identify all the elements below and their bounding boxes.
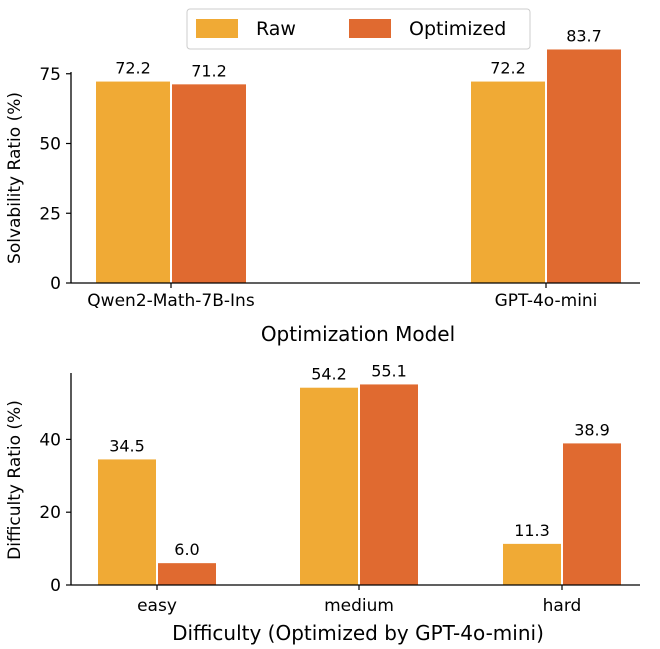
top-bar-optimized-1 bbox=[547, 49, 621, 283]
top-data-label-raw-1: 72.2 bbox=[490, 59, 526, 78]
bottom-bar-raw-1 bbox=[300, 387, 358, 585]
bottom-data-label-raw-1: 54.2 bbox=[311, 365, 347, 384]
bottom-y-axis-title: Difficulty Ratio (%) bbox=[5, 400, 25, 560]
bottom-x-tick-label: easy bbox=[137, 596, 177, 616]
legend-label-optimized: Optimized bbox=[409, 18, 506, 40]
legend-swatch-optimized bbox=[349, 19, 391, 38]
top-x-ticks: Qwen2-Math-7B-Ins GPT-4o-mini bbox=[87, 283, 597, 311]
legend: Raw Optimized bbox=[186, 8, 531, 50]
bottom-x-ticks: easy medium hard bbox=[137, 585, 581, 616]
bottom-bar-optimized-2 bbox=[563, 443, 621, 585]
bottom-x-tick-label: medium bbox=[324, 596, 394, 616]
top-bar-raw-1 bbox=[471, 81, 545, 283]
bottom-bar-optimized-0 bbox=[158, 563, 216, 585]
top-data-label-optimized-1: 83.7 bbox=[566, 26, 602, 45]
top-bar-optimized-0 bbox=[172, 84, 246, 284]
top-y-tick-label: 25 bbox=[39, 204, 61, 224]
bottom-bar-optimized-1 bbox=[360, 384, 418, 585]
bottom-data-label-optimized-2: 38.9 bbox=[574, 420, 610, 439]
top-x-tick-label: GPT-4o-mini bbox=[495, 291, 598, 311]
bottom-data-label-optimized-1: 55.1 bbox=[371, 361, 407, 380]
top-y-axis-title: Solvability Ratio (%) bbox=[5, 92, 25, 264]
top-bar-raw-0 bbox=[96, 81, 170, 283]
solvability-chart: 72.2 71.2 72.2 83.7 0 25 50 75 Qwen2-Math-7B-I… bbox=[5, 26, 640, 346]
top-data-label-raw-0: 72.2 bbox=[115, 59, 151, 78]
top-x-axis-title: Optimization Model bbox=[261, 322, 455, 346]
bottom-x-axis-title: Difficulty (Optimized by GPT-4o-mini) bbox=[172, 621, 544, 645]
top-x-tick-label: Qwen2-Math-7B-Ins bbox=[87, 291, 255, 311]
top-bars: 72.2 71.2 72.2 83.7 bbox=[96, 26, 621, 284]
bottom-x-tick-label: hard bbox=[543, 596, 582, 616]
bottom-bar-raw-0 bbox=[98, 459, 156, 585]
top-y-tick-label: 50 bbox=[39, 135, 61, 155]
legend-swatch-raw bbox=[196, 19, 238, 38]
legend-label-raw: Raw bbox=[256, 18, 296, 40]
bottom-bar-raw-2 bbox=[503, 543, 561, 585]
bottom-data-label-optimized-0: 6.0 bbox=[174, 540, 199, 559]
top-y-ticks: 0 25 50 75 bbox=[39, 65, 71, 294]
bottom-y-tick-label: 20 bbox=[39, 503, 61, 523]
bottom-data-label-raw-2: 11.3 bbox=[514, 521, 550, 540]
bottom-data-label-raw-0: 34.5 bbox=[109, 436, 145, 455]
top-y-tick-label: 75 bbox=[39, 65, 61, 85]
top-y-tick-label: 0 bbox=[50, 274, 61, 294]
bottom-y-tick-label: 0 bbox=[50, 576, 61, 596]
bottom-y-tick-label: 40 bbox=[39, 430, 61, 450]
difficulty-chart: 34.5 6.0 54.2 55.1 11.3 38.9 0 20 40 easy medium… bbox=[5, 361, 640, 645]
bottom-y-ticks: 0 20 40 bbox=[39, 430, 71, 596]
top-data-label-optimized-0: 71.2 bbox=[191, 61, 227, 80]
bottom-bars: 34.5 6.0 54.2 55.1 11.3 38.9 bbox=[98, 361, 621, 585]
